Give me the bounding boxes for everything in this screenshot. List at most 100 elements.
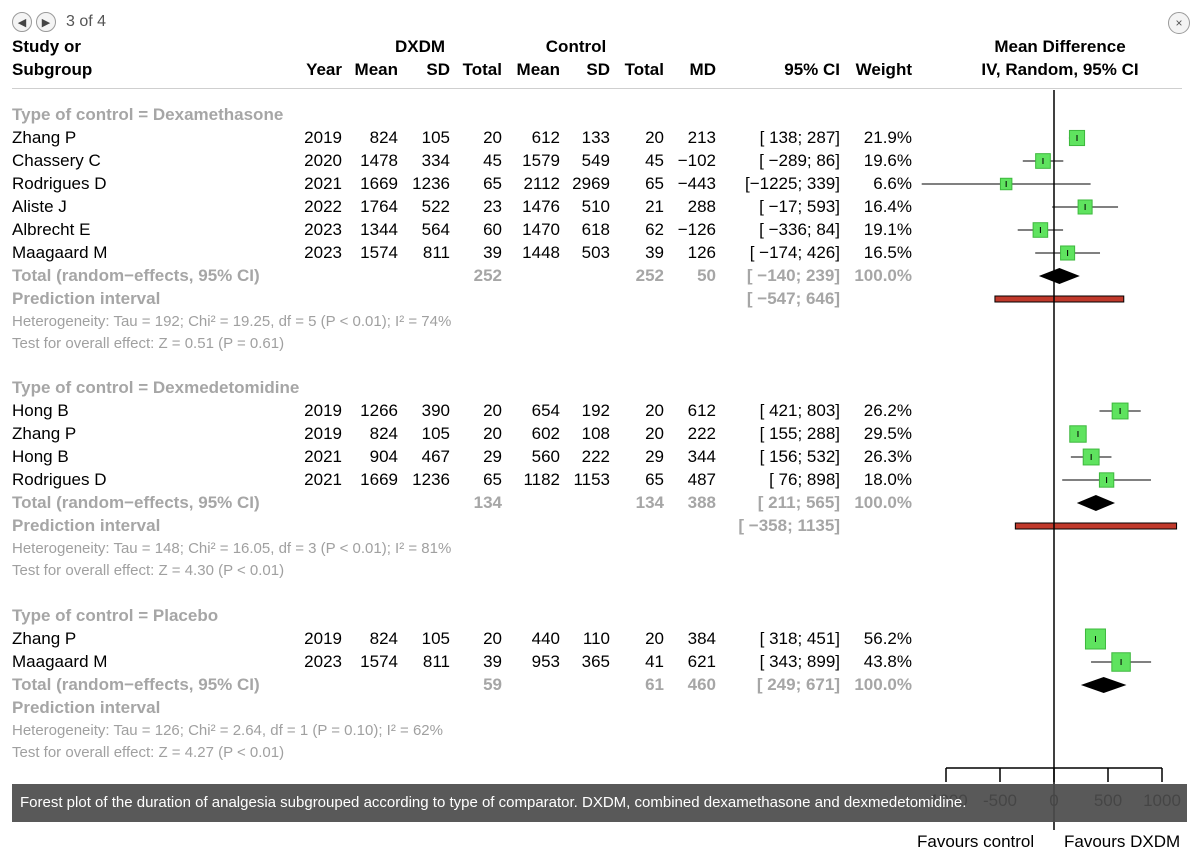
study-c-total: 20 — [645, 401, 664, 420]
study-year: 2023 — [304, 652, 342, 671]
pooled-diamond — [1076, 495, 1116, 511]
group-title: Type of control = Placebo — [12, 606, 219, 625]
close-icon[interactable]: × — [1168, 12, 1190, 34]
study-year: 2019 — [304, 401, 342, 420]
study-weight: 56.2% — [863, 629, 912, 648]
prev-arrow-icon[interactable]: ◀ — [12, 12, 32, 32]
study-year: 2023 — [304, 220, 342, 239]
study-e-total: 65 — [483, 174, 502, 193]
total-weight: 100.0% — [854, 493, 912, 512]
study-ci: [ −289; 86] — [759, 151, 840, 170]
header-ci: 95% CI — [784, 60, 840, 79]
header-weight: Weight — [855, 60, 912, 79]
study-c-total: 45 — [645, 151, 664, 170]
study-name: Zhang P — [12, 128, 77, 147]
header-e-sd: SD — [426, 60, 450, 79]
study-e-total: 20 — [483, 128, 502, 147]
study-year: 2021 — [304, 470, 342, 489]
study-c-total: 29 — [645, 447, 664, 466]
total-c-total: 61 — [645, 675, 664, 694]
total-e-total: 134 — [473, 493, 502, 512]
study-name: Rodrigues D — [12, 470, 107, 489]
study-year: 2021 — [304, 174, 342, 193]
study-e-sd: 467 — [421, 447, 450, 466]
study-name: Hong B — [12, 401, 69, 420]
header-effect-2: IV, Random, 95% CI — [981, 60, 1139, 79]
group-title: Type of control = Dexmedetomidine — [12, 378, 300, 397]
study-c-mean: 1476 — [522, 197, 560, 216]
study-e-mean: 1669 — [360, 174, 398, 193]
study-c-sd: 108 — [581, 424, 610, 443]
study-e-total: 39 — [483, 652, 502, 671]
study-e-sd: 105 — [421, 629, 450, 648]
study-ci: [ −17; 593] — [759, 197, 840, 216]
header-e-mean: Mean — [354, 60, 398, 79]
study-e-sd: 811 — [422, 243, 450, 262]
heterogeneity-text: Heterogeneity: Tau = 126; Chi² = 2.64, d… — [12, 722, 443, 739]
study-e-sd: 564 — [421, 220, 450, 239]
study-year: 2021 — [304, 447, 342, 466]
study-name: Rodrigues D — [12, 174, 107, 193]
study-e-sd: 522 — [421, 197, 450, 216]
prediction-label: Prediction interval — [12, 516, 161, 535]
study-ci: [ −174; 426] — [749, 243, 840, 262]
study-c-mean: 1470 — [522, 220, 560, 239]
overall-effect-text: Test for overall effect: Z = 0.51 (P = 0… — [12, 335, 285, 352]
image-counter: 3 of 4 — [66, 13, 107, 30]
study-c-total: 62 — [645, 220, 664, 239]
study-name: Hong B — [12, 447, 69, 466]
study-e-total: 20 — [483, 424, 502, 443]
study-ci: [ −336; 84] — [759, 220, 840, 239]
study-weight: 43.8% — [863, 652, 912, 671]
study-md: 288 — [687, 197, 716, 216]
prediction-ci: [ −358; 1135] — [738, 516, 840, 535]
study-name: Maagaard M — [12, 652, 108, 671]
study-e-sd: 334 — [421, 151, 450, 170]
study-c-sd: 365 — [581, 652, 610, 671]
study-name: Maagaard M — [12, 243, 108, 262]
header-study-2: Subgroup — [12, 60, 93, 79]
study-weight: 16.5% — [863, 243, 912, 262]
header-effect-1: Mean Difference — [994, 37, 1126, 56]
study-year: 2023 — [304, 243, 342, 262]
study-ci: [ 138; 287] — [759, 128, 840, 147]
total-c-total: 252 — [635, 266, 664, 285]
study-c-mean: 602 — [531, 424, 560, 443]
study-e-total: 39 — [483, 243, 502, 262]
header-c-sd: SD — [586, 60, 610, 79]
study-name: Albrecht E — [12, 220, 91, 239]
study-e-mean: 824 — [369, 629, 398, 648]
next-arrow-icon[interactable]: ▶ — [36, 12, 56, 32]
study-year: 2019 — [304, 128, 342, 147]
study-c-sd: 618 — [581, 220, 610, 239]
study-c-total: 21 — [645, 197, 664, 216]
study-md: −126 — [677, 220, 716, 239]
study-name: Aliste J — [12, 197, 67, 216]
study-ci: [ 421; 803] — [759, 401, 840, 420]
study-e-mean: 1764 — [360, 197, 398, 216]
total-md: 50 — [697, 266, 716, 285]
header-e-total: Total — [462, 60, 502, 79]
study-weight: 26.3% — [863, 447, 912, 466]
study-year: 2019 — [304, 424, 342, 443]
study-weight: 21.9% — [863, 128, 912, 147]
study-e-total: 29 — [483, 447, 502, 466]
overall-effect-text: Test for overall effect: Z = 4.30 (P < 0… — [12, 562, 285, 579]
study-e-total: 65 — [483, 470, 502, 489]
study-md: −443 — [677, 174, 716, 193]
study-e-sd: 105 — [421, 128, 450, 147]
study-md: −102 — [677, 151, 716, 170]
study-c-total: 65 — [645, 470, 664, 489]
header-year: Year — [306, 60, 342, 79]
study-c-mean: 1182 — [523, 470, 560, 489]
study-weight: 26.2% — [863, 401, 912, 420]
study-md: 612 — [687, 401, 716, 420]
study-weight: 6.6% — [873, 174, 912, 193]
study-ci: [−1225; 339] — [744, 174, 840, 193]
prediction-bar — [1014, 522, 1178, 530]
total-ci: [ 211; 565] — [757, 493, 840, 512]
study-c-mean: 654 — [531, 401, 560, 420]
header-divider — [12, 88, 1182, 89]
header-control: Control — [545, 37, 607, 56]
study-c-sd: 503 — [581, 243, 610, 262]
